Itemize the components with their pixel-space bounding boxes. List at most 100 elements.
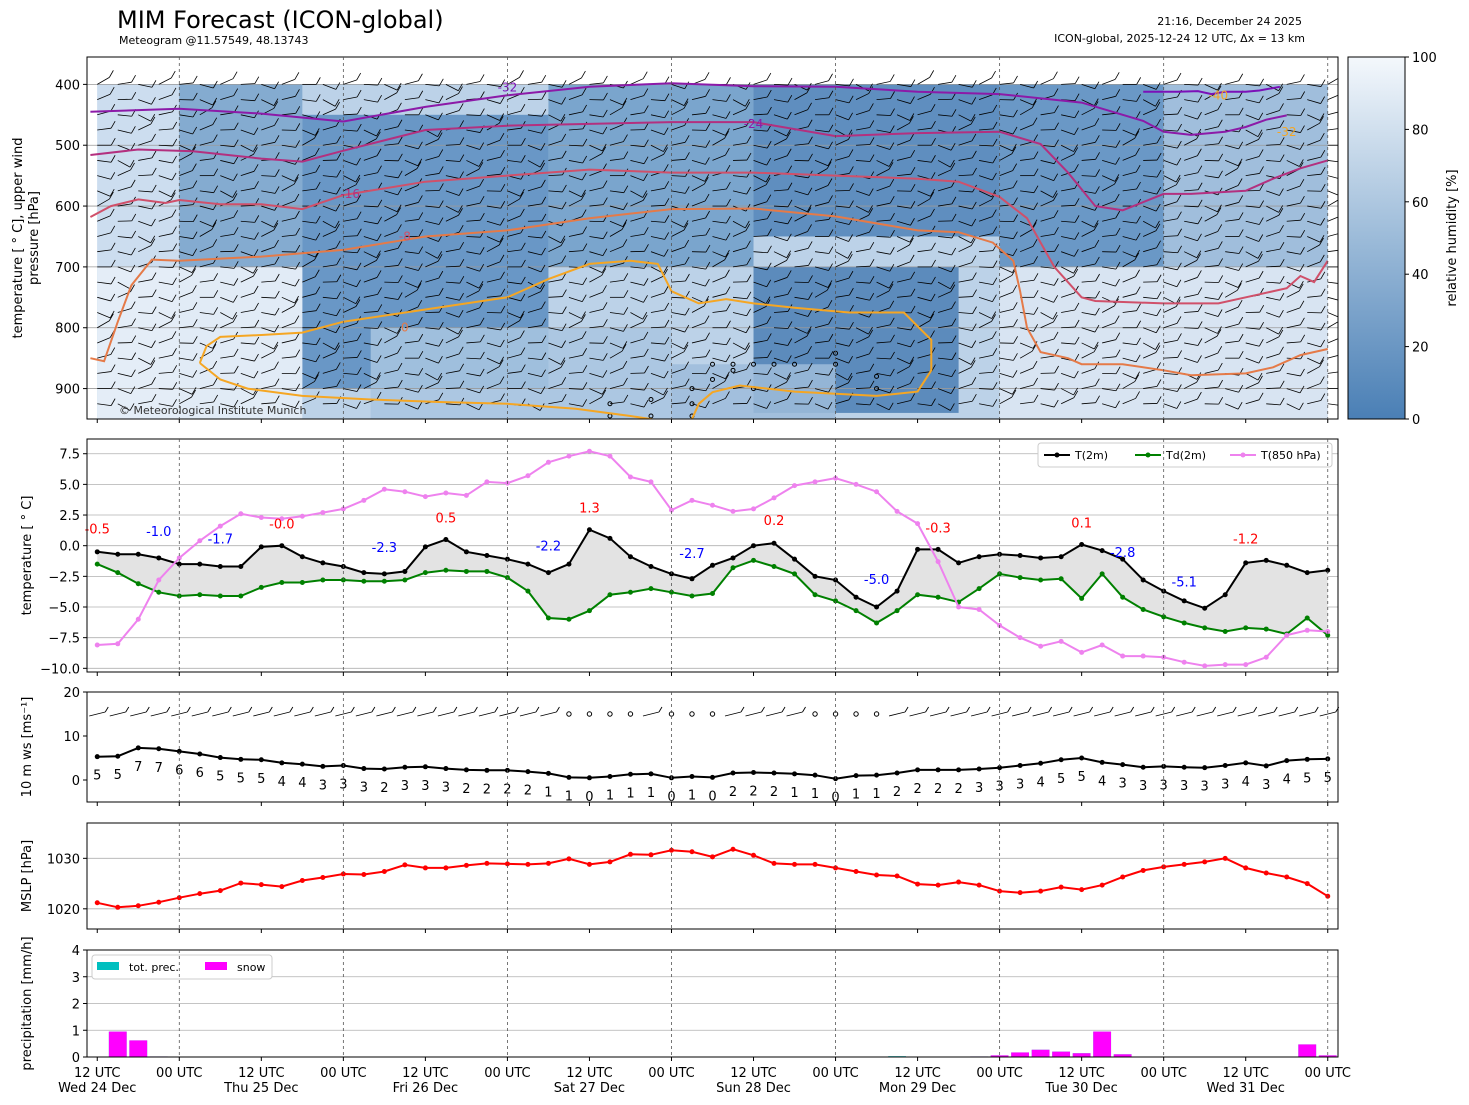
day-label: Sat 27 Dec <box>554 1081 625 1096</box>
wind-barb <box>97 232 111 237</box>
wind-barb-feather <box>1073 144 1078 152</box>
wind-barb <box>384 296 399 300</box>
data-point <box>833 577 839 583</box>
wind-barb-feather <box>109 189 115 197</box>
wind-barb-feather <box>1197 391 1202 400</box>
wind-barb <box>117 186 132 192</box>
wind-barb-feather <box>1013 319 1018 327</box>
wind-barb <box>958 205 973 210</box>
wind-barb <box>97 190 111 197</box>
wind-barb <box>609 107 623 116</box>
wind-barb-feather <box>541 318 547 326</box>
wind-barb-feather <box>1279 380 1285 389</box>
y-tick-label: 4 <box>72 944 80 959</box>
wind-barb <box>691 305 705 313</box>
wind-barb <box>630 296 644 303</box>
wind-barb-feather <box>1340 70 1344 77</box>
wind-barb <box>1266 336 1280 344</box>
wind-barb <box>1081 327 1096 333</box>
wind-barb <box>568 321 582 329</box>
wind-barb-feather <box>1320 166 1326 175</box>
wind-barb-feather <box>807 309 813 317</box>
wind-barb-feather <box>172 226 177 234</box>
wind-barb <box>425 129 438 138</box>
wind-barb-feather <box>110 172 116 180</box>
wind-barb-feather <box>397 170 403 179</box>
wind-barb <box>1040 112 1055 116</box>
wind-barb <box>1040 190 1054 198</box>
wind-barb-feather <box>724 374 729 382</box>
wind-barb-feather <box>1259 304 1265 313</box>
data-point <box>1222 592 1228 598</box>
wind-barb-feather <box>459 120 465 128</box>
wind-barb-feather <box>520 347 526 355</box>
data-point <box>463 549 469 555</box>
time-tick-label: 00 UTC <box>1140 1066 1186 1081</box>
wind-barb-feather <box>1114 174 1120 182</box>
wind-barb <box>199 124 213 131</box>
wind-barb <box>691 112 706 116</box>
wind-barb-feather <box>437 254 443 262</box>
wind-barb <box>753 251 768 254</box>
wind-barb-feather <box>130 264 136 273</box>
wind-barb-feather <box>766 333 772 341</box>
wind-barb-feather <box>1095 152 1100 160</box>
wind-barb <box>999 153 1013 161</box>
wind-barb-feather <box>418 263 423 271</box>
data-point <box>1079 887 1085 893</box>
wind-barb <box>548 99 562 105</box>
data-point <box>566 453 572 459</box>
wind-barb-feather <box>1299 385 1305 394</box>
wind-speed-label: 6 <box>196 766 204 781</box>
wind-barb-feather <box>1089 706 1094 713</box>
wind-barb-feather <box>889 264 895 272</box>
wind-barb-feather <box>397 362 403 371</box>
data-point <box>197 592 203 598</box>
wind-barb-feather <box>1320 271 1326 280</box>
data-point <box>1325 632 1331 638</box>
wind-barb-feather <box>1319 113 1325 121</box>
wind-barb <box>1266 403 1281 406</box>
data-point <box>668 507 674 513</box>
wind-barb <box>1061 372 1075 379</box>
wind-barb-feather <box>416 161 422 169</box>
wind-barb <box>896 261 911 268</box>
wind-barb-feather <box>951 213 957 222</box>
wind-barb-feather <box>746 240 751 248</box>
data-point <box>545 615 551 621</box>
wind-barb <box>117 129 132 134</box>
wind-barb-feather <box>868 326 873 335</box>
wind-barb <box>507 281 522 285</box>
wind-barb <box>1102 144 1117 148</box>
data-point <box>1202 663 1208 669</box>
wind-barb <box>732 142 747 146</box>
wind-barb <box>671 351 685 359</box>
wind-barb <box>650 236 665 240</box>
wind-barb-feather <box>931 155 936 163</box>
wind-speed-label: 1 <box>626 786 634 801</box>
wind-barb-feather <box>273 341 279 350</box>
wind-barb <box>671 158 686 161</box>
wind-barb-feather <box>1033 256 1038 264</box>
data-point <box>1202 859 1208 865</box>
wind-barb <box>404 388 419 393</box>
wind-barb <box>220 175 234 182</box>
wind-speed-label: 1 <box>852 788 860 803</box>
wind-barb-feather <box>315 303 321 311</box>
wind-barb <box>1184 294 1198 298</box>
wind-barb <box>568 388 583 390</box>
wind-barb-feather <box>1314 706 1319 713</box>
wind-barb-feather <box>663 249 669 257</box>
wind-barb-feather <box>868 86 874 94</box>
wind-barb <box>1204 369 1219 374</box>
wind-barb-feather <box>581 70 586 79</box>
y-tick-label: 7.5 <box>59 448 80 463</box>
wind-barb <box>753 144 768 149</box>
wind-barb-feather <box>1054 382 1059 391</box>
wind-barb-feather <box>376 233 382 242</box>
wind-barb-feather <box>289 706 294 713</box>
wind-barb <box>979 128 994 131</box>
wind-barb <box>732 264 747 268</box>
wind-barb-feather <box>910 339 915 348</box>
wind-barb <box>1307 139 1321 146</box>
